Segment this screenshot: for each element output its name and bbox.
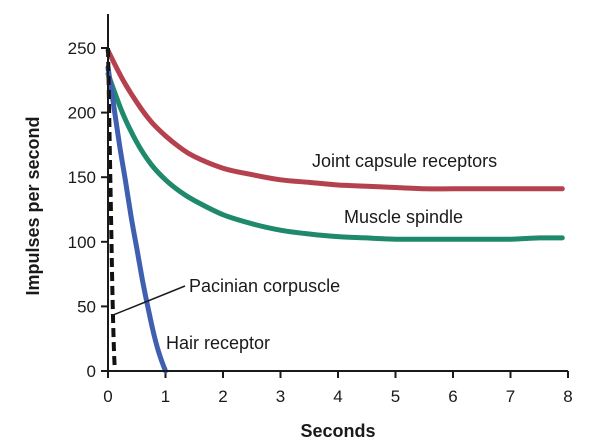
y-tick-label: 50 [77,297,96,316]
x-axis-title: Seconds [300,421,375,441]
x-tick-label: 8 [563,387,572,406]
y-tick-label: 100 [68,233,96,252]
x-tick-label: 2 [218,387,227,406]
y-tick-label: 250 [68,39,96,58]
x-tick-label: 3 [276,387,285,406]
x-tick-label: 5 [391,387,400,406]
x-tick-label: 0 [103,387,112,406]
axes [107,14,568,372]
y-tick-label: 200 [68,104,96,123]
annotation-joint-capsule-receptors: Joint capsule receptors [312,151,497,171]
annotation-pacinian-corpuscle: Pacinian corpuscle [189,276,340,296]
x-tick-label: 6 [448,387,457,406]
x-axis-ticks: 0 1 2 3 4 5 6 7 8 [103,371,573,406]
y-tick-label: 0 [87,362,96,381]
series-layer [105,47,565,374]
series-line-joint-capsule-receptors [105,48,565,192]
y-tick-label: 150 [68,168,96,187]
annotation-layer: Joint capsule receptors Muscle spindle Pac… [111,151,497,353]
series-line-muscle-spindle [105,71,565,242]
annotation-muscle-spindle: Muscle spindle [344,207,463,227]
x-tick-label: 4 [333,387,342,406]
series-line-hair-receptor [105,64,168,374]
x-tick-label: 1 [161,387,170,406]
y-axis-title: Impulses per second [23,116,43,295]
y-axis-ticks: 0 50 100 150 200 250 [68,39,108,381]
annotation-hair-receptor: Hair receptor [166,333,270,353]
x-tick-label: 7 [506,387,515,406]
annotation-pointer-line [111,285,186,317]
series-line-pacinian-corpuscle [106,47,117,372]
